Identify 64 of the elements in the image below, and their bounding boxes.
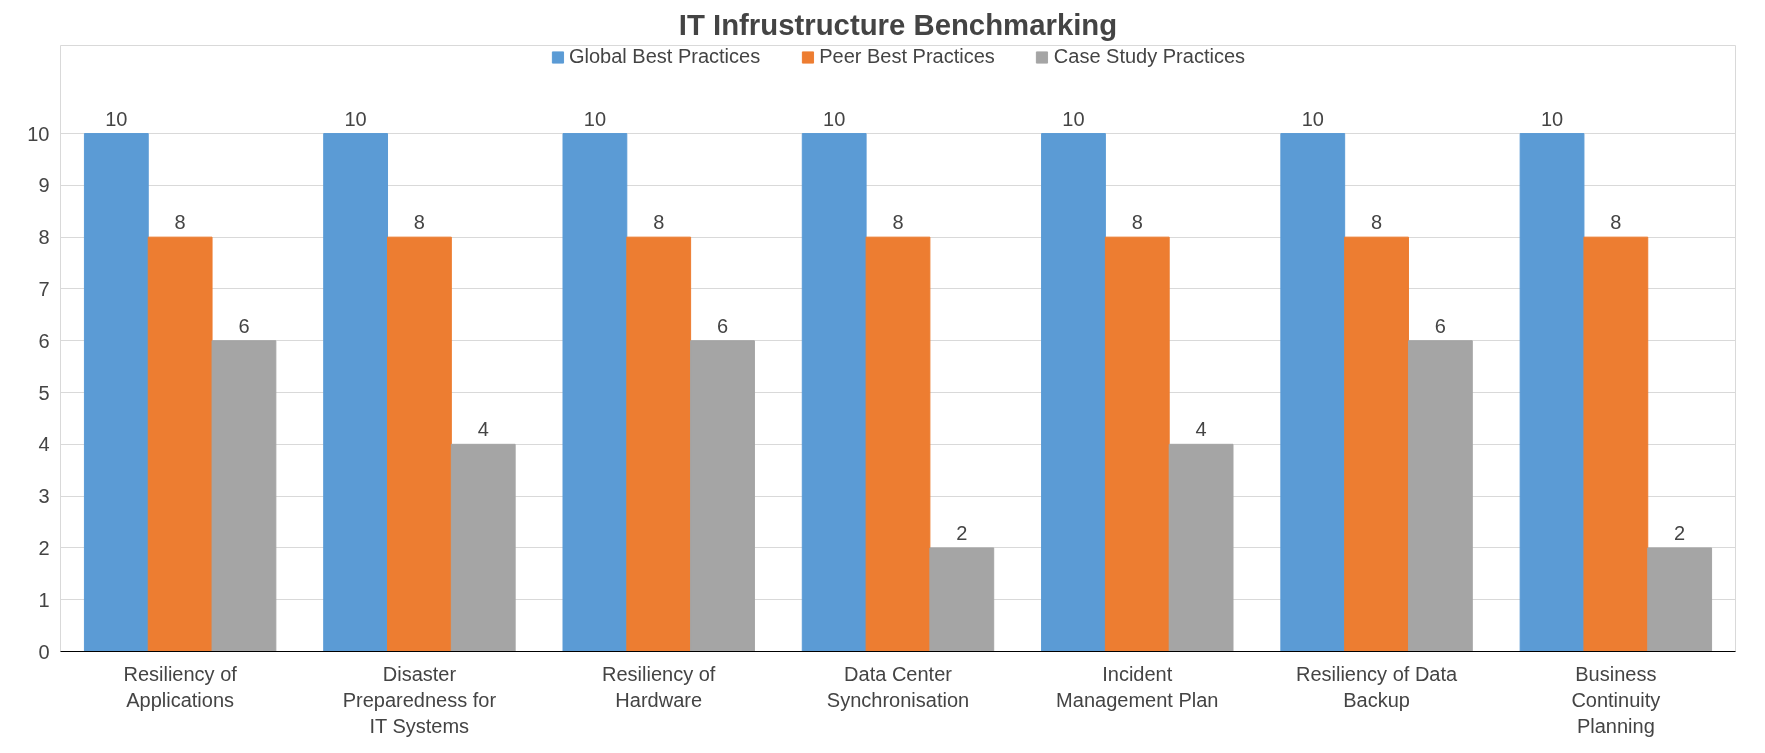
bar: [1104, 236, 1170, 652]
y-tick-label: 1: [38, 588, 50, 611]
x-tick-label: Resiliency of Applications: [123, 662, 238, 711]
data-label: 4: [477, 418, 489, 441]
data-label: 4: [1195, 418, 1207, 441]
y-tick-label: 3: [38, 485, 50, 508]
data-label: 6: [238, 314, 250, 337]
y-tick-label: 6: [38, 329, 50, 352]
bar: [1168, 443, 1234, 652]
data-label: 8: [1610, 211, 1622, 234]
bar: [450, 443, 516, 652]
y-tick-label: 10: [27, 122, 50, 145]
y-tick-label: 9: [38, 174, 50, 197]
bar: [626, 236, 692, 652]
bar: [1519, 133, 1585, 652]
bar: [929, 547, 995, 652]
y-tick-label: 0: [38, 640, 50, 663]
data-label: 10: [1062, 107, 1085, 130]
y-tick-label: 8: [38, 226, 50, 249]
legend-label: Case Study Practices: [1053, 45, 1246, 68]
data-label: 10: [583, 107, 607, 130]
data-label: 10: [105, 107, 128, 130]
bar: [1344, 236, 1409, 652]
x-tick-label: Resiliency of Hardware: [602, 662, 716, 711]
bar: [387, 236, 452, 652]
x-tick-label: Data Center Synchronisation: [826, 662, 970, 711]
legend-label: Peer Best Practices: [819, 45, 995, 68]
bar: [865, 236, 931, 652]
bar: [211, 340, 277, 652]
bar: [323, 133, 389, 652]
y-tick-label: 7: [38, 277, 50, 300]
data-label: 10: [1301, 107, 1324, 130]
bar: [83, 133, 149, 652]
data-label: 2: [1674, 521, 1686, 544]
data-label: 8: [174, 211, 186, 234]
data-label: 2: [956, 521, 968, 544]
bar: [562, 133, 628, 652]
y-tick-label: 5: [38, 381, 50, 404]
x-tick-label: Incident Management Plan: [1056, 662, 1219, 711]
data-label: 8: [413, 211, 425, 234]
legend-label: Global Best Practices: [568, 45, 761, 68]
x-tick-label: Resiliency of Data Backup: [1295, 662, 1459, 711]
data-label: 8: [653, 211, 665, 234]
x-tick-label: Disaster Preparedness for IT Systems: [342, 662, 497, 738]
x-tick-label: Business Continuity Planning: [1571, 662, 1661, 738]
bar: [1647, 547, 1713, 652]
bar: [690, 340, 755, 652]
bar: [1407, 340, 1473, 652]
data-label: 8: [892, 211, 904, 234]
bar: [147, 236, 213, 652]
data-label: 6: [716, 314, 729, 337]
bar: [1280, 133, 1346, 652]
data-label: 10: [344, 107, 367, 130]
data-label: 10: [1540, 107, 1564, 130]
data-label: 6: [1434, 314, 1446, 337]
chart-title: IT Infrustructure Benchmarking: [678, 7, 1118, 41]
bar: [1041, 133, 1106, 652]
bar: [801, 133, 867, 652]
data-label: 8: [1131, 211, 1143, 234]
data-label: 10: [823, 107, 846, 130]
y-tick-label: 4: [38, 433, 50, 456]
y-tick-label: 2: [38, 536, 50, 559]
data-label: 8: [1371, 211, 1383, 234]
bar: [1583, 236, 1649, 652]
